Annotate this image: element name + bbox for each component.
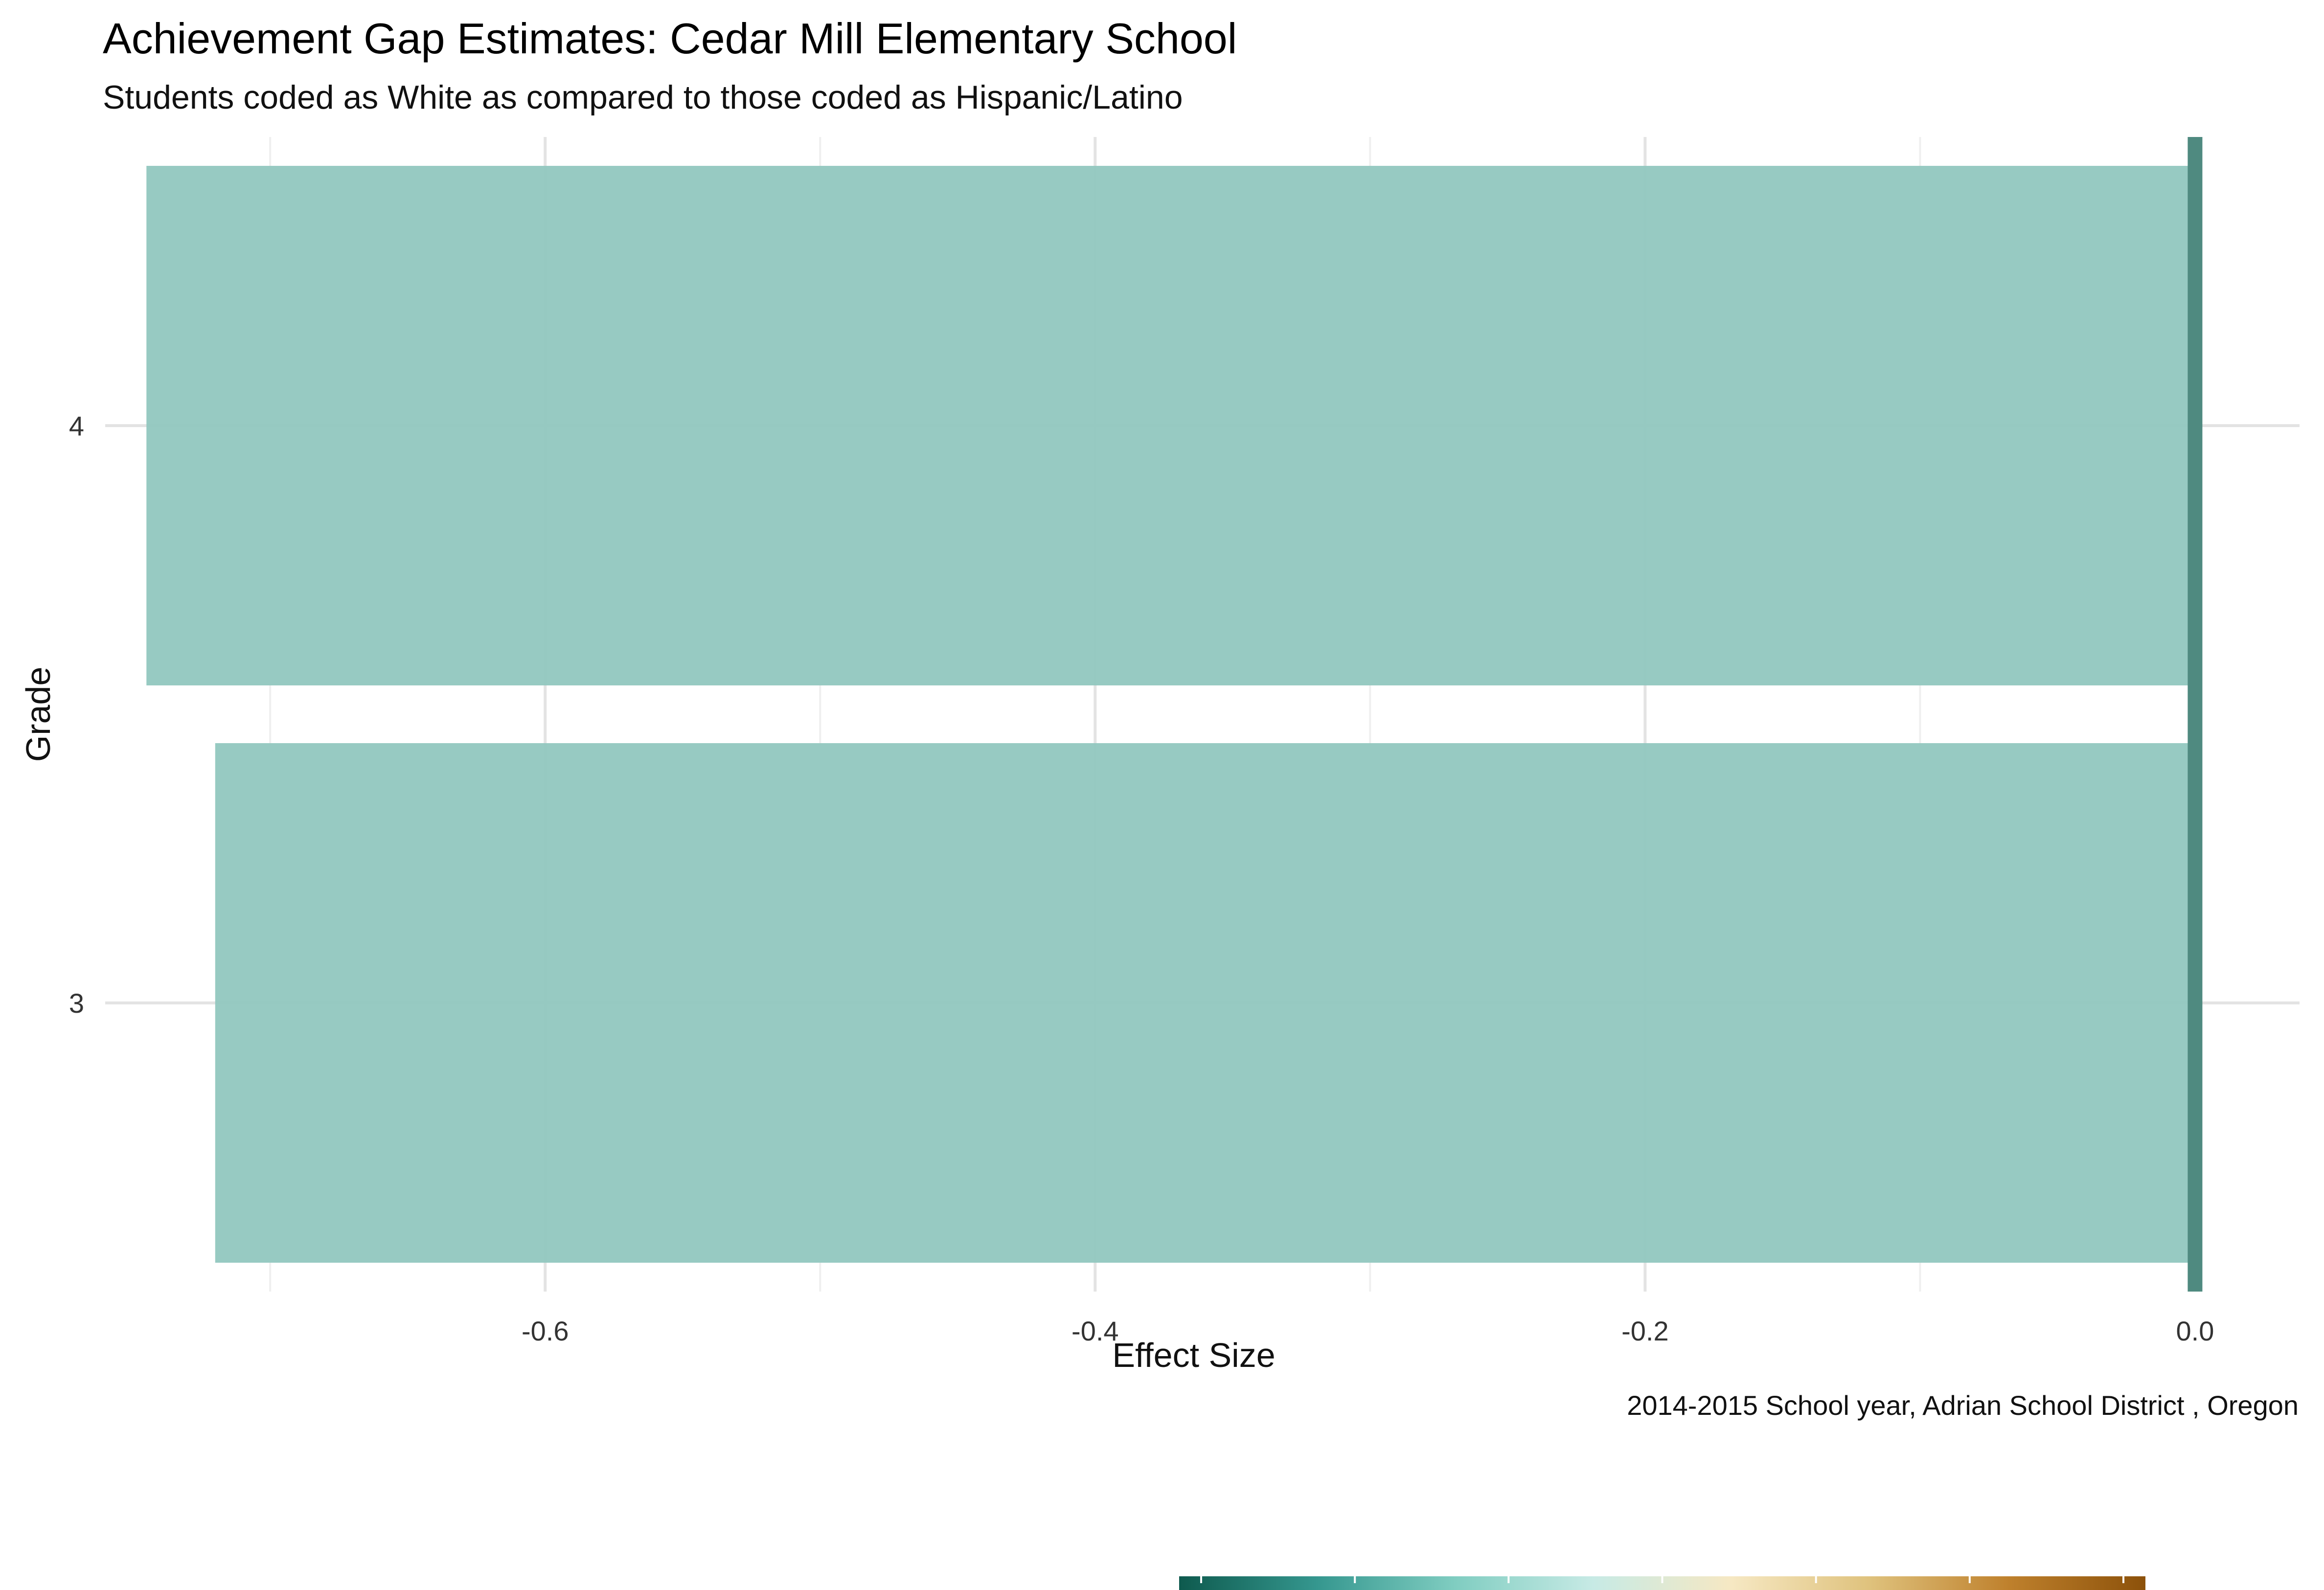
x-tick-label: -0.6 [522,1316,569,1346]
zero-reference-line [2187,137,2203,1292]
bar-grade-4 [146,166,2195,685]
y-axis-title: Grade [19,666,57,762]
y-tick-label: 4 [69,410,84,441]
x-tick-label: 0.0 [2176,1316,2214,1346]
bar-grade-3 [215,743,2195,1263]
reference-layer [2187,137,2203,1292]
chart-caption: 2014-2015 School year, Adrian School Dis… [1627,1390,2299,1421]
axis-labels-layer: -0.6 -0.4 -0.2 0.0 3 4 [69,410,2214,1346]
chart-title: Achievement Gap Estimates: Cedar Mill El… [103,14,1237,63]
color-legend [1179,1576,2145,1590]
bar-layer [146,166,2195,1263]
x-tick-label: -0.2 [1621,1316,1669,1346]
chart-subtitle: Students coded as White as compared to t… [103,79,1183,116]
x-tick-label: -0.4 [1071,1316,1119,1346]
y-tick-label: 3 [69,988,84,1019]
x-axis-title: Effect Size [1112,1336,1276,1374]
